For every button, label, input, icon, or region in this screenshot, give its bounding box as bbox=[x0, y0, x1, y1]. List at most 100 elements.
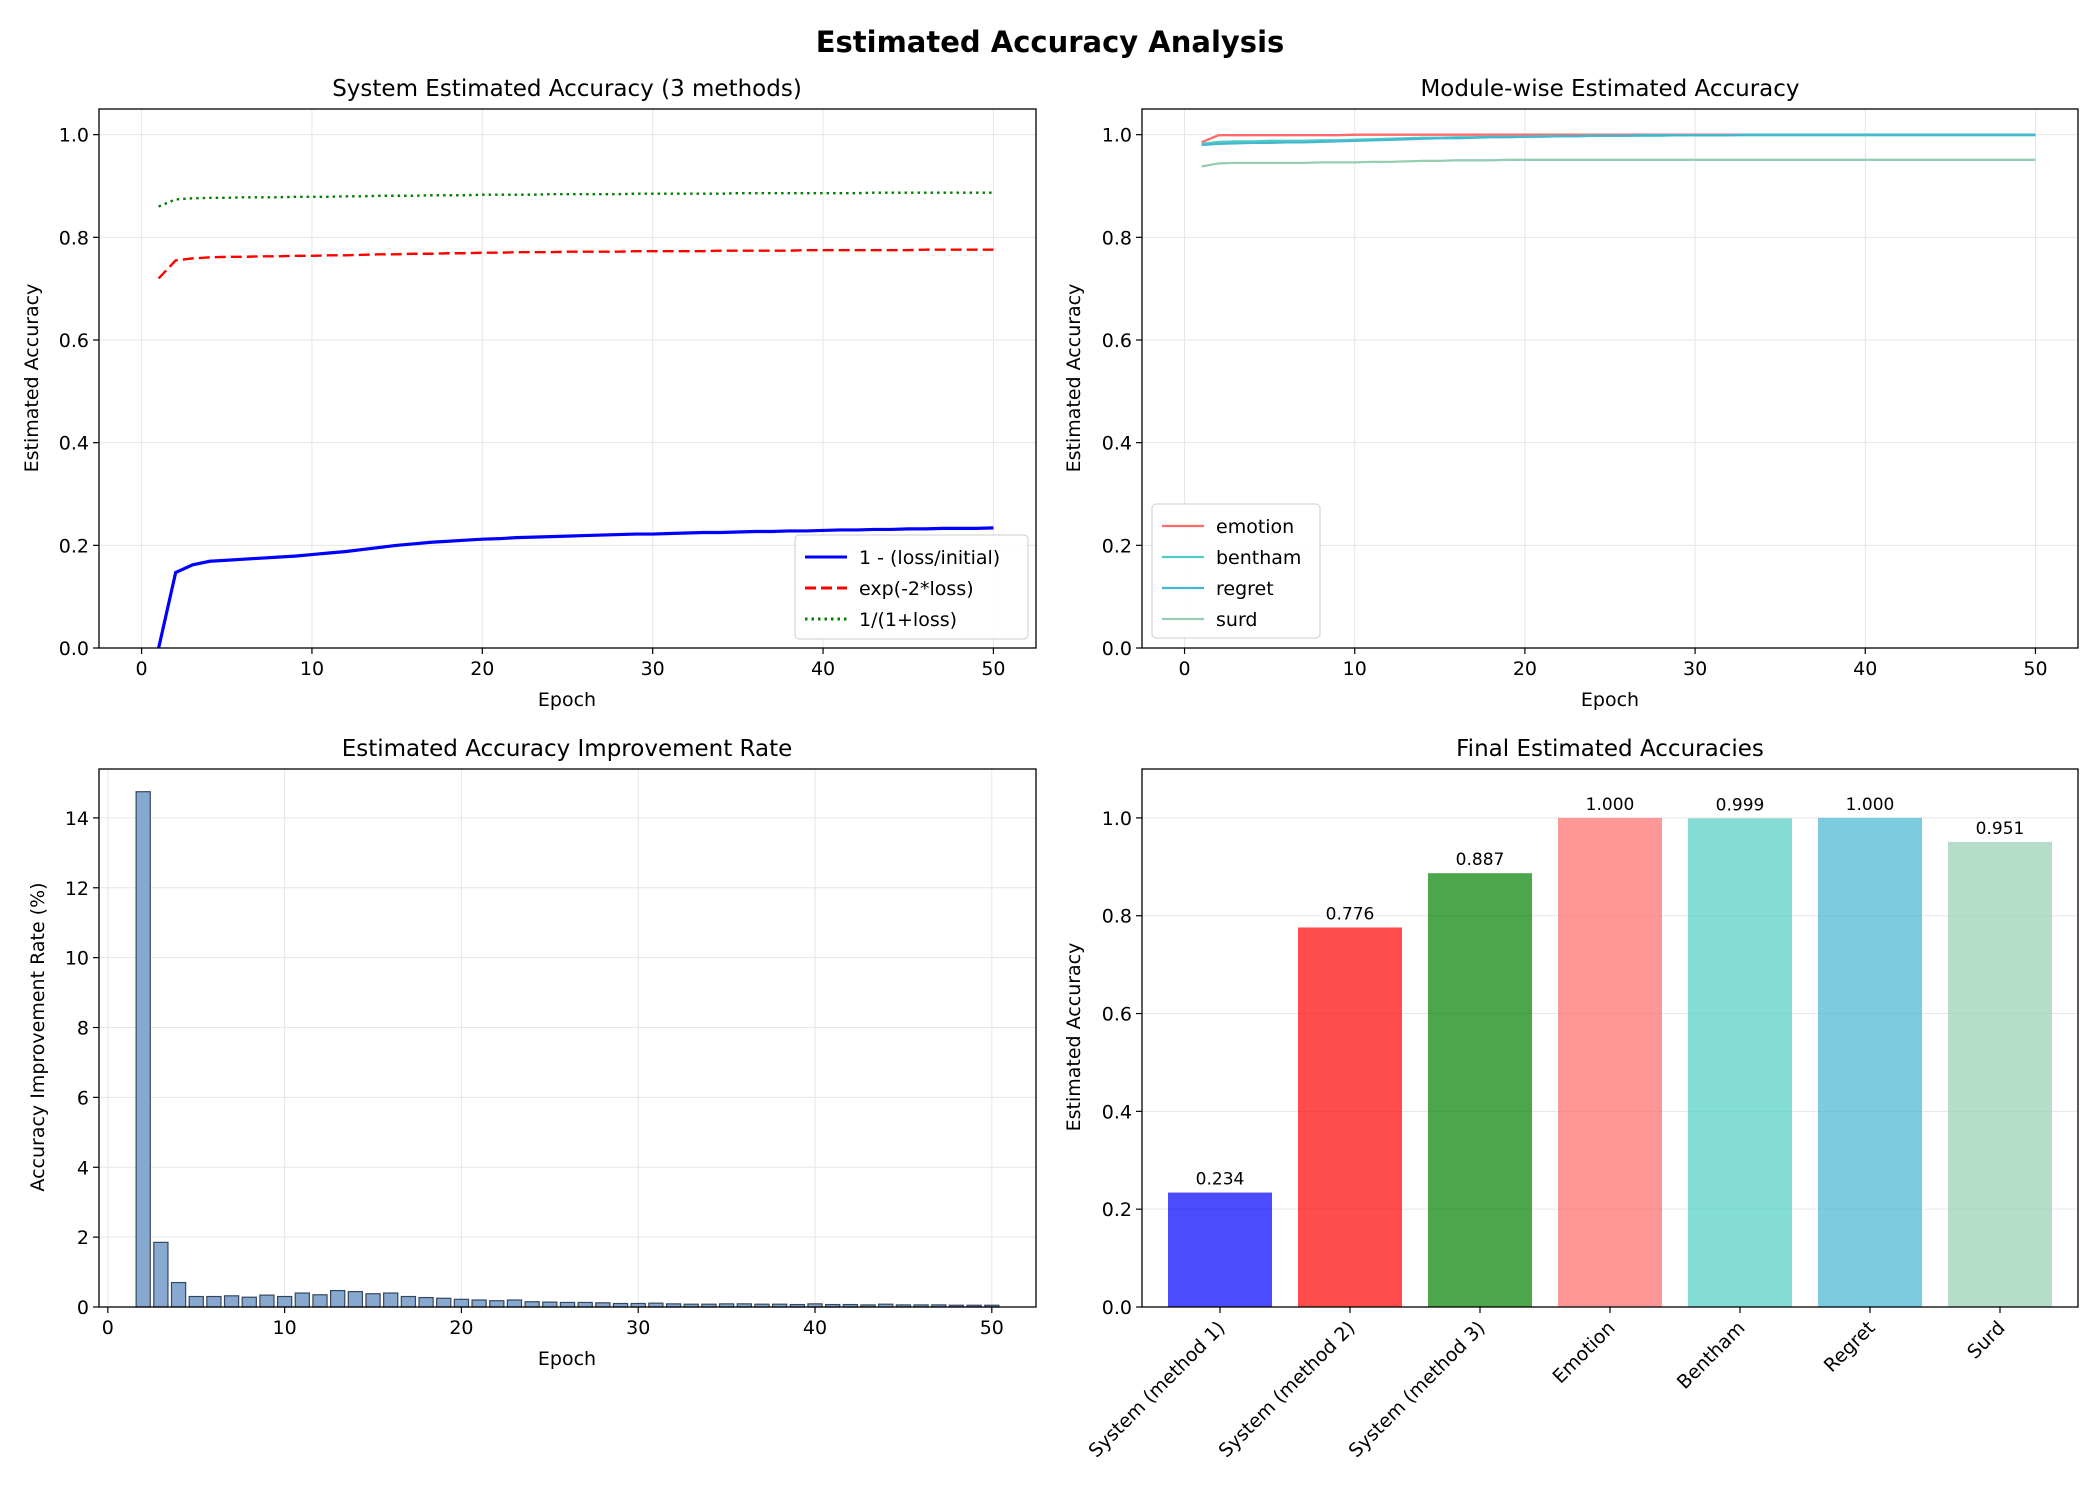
y-axis-label: Estimated Accuracy bbox=[1063, 284, 1085, 473]
bar bbox=[206, 1295, 222, 1308]
y-tick-label: 0.2 bbox=[1102, 535, 1132, 557]
y-tick-label: 6 bbox=[77, 1087, 89, 1109]
bar bbox=[188, 1295, 204, 1308]
data-label: 0.776 bbox=[1326, 904, 1375, 924]
x-tick-label: 50 bbox=[980, 1317, 1004, 1339]
y-tick-label: 1.0 bbox=[1102, 125, 1132, 147]
x-tick-label: 40 bbox=[1853, 658, 1877, 680]
x-tick-label: 0 bbox=[1178, 658, 1190, 680]
y-tick-label: 0.0 bbox=[1102, 638, 1132, 660]
panel-module-accuracy: Module-wise Estimated Accuracy Epoch Est… bbox=[1063, 76, 2079, 711]
x-tick-label: 30 bbox=[626, 1317, 650, 1339]
x-tick-label: 10 bbox=[273, 1317, 297, 1339]
bar bbox=[436, 1297, 452, 1308]
x-tick-label: 30 bbox=[1683, 658, 1707, 680]
series-line-surd bbox=[1201, 158, 2036, 168]
bar bbox=[170, 1281, 187, 1308]
figure-title: Estimated Accuracy Analysis bbox=[816, 25, 1285, 59]
x-axis-label: Epoch bbox=[1581, 689, 1639, 711]
bar bbox=[559, 1301, 576, 1308]
data-label: 1.000 bbox=[1586, 795, 1635, 815]
x-tick-label: 0 bbox=[102, 1317, 114, 1339]
panel-title: System Estimated Accuracy (3 methods) bbox=[332, 76, 802, 102]
bar bbox=[276, 1295, 293, 1308]
y-axis-label: Estimated Accuracy bbox=[21, 284, 43, 473]
x-tick-label: 40 bbox=[811, 658, 835, 680]
bar bbox=[489, 1300, 505, 1308]
bar-system-method-3- bbox=[1428, 873, 1532, 1307]
x-axis-label: Epoch bbox=[538, 689, 596, 711]
bar bbox=[453, 1298, 470, 1308]
y-tick-label: 0.6 bbox=[1102, 1004, 1132, 1026]
bar bbox=[383, 1292, 399, 1308]
series-line-regret bbox=[1201, 133, 2036, 147]
bar bbox=[365, 1293, 381, 1308]
bar bbox=[294, 1292, 310, 1308]
y-tick-label: 0.6 bbox=[59, 330, 89, 352]
x-tick-label: 40 bbox=[803, 1317, 827, 1339]
bar bbox=[135, 791, 151, 1308]
plot-area: 0 10 20 30 40 50 0.0 0.2 0.4 0.6 0.8 1.0 emotion bent… bbox=[1102, 108, 2079, 680]
data-label: 0.951 bbox=[1976, 819, 2025, 839]
x-tick-label: 10 bbox=[1343, 658, 1367, 680]
plot-area: 0 10 20 30 40 50 0.0 0.2 0.4 0.6 0.8 1.0 1 - (loss/i… bbox=[59, 108, 1037, 680]
bar bbox=[506, 1299, 523, 1308]
bar bbox=[542, 1301, 558, 1308]
y-tick-label: 12 bbox=[65, 878, 89, 900]
y-tick-label: 0.8 bbox=[59, 227, 89, 249]
legend-box bbox=[794, 534, 1029, 640]
legend-label: exp(-2*loss) bbox=[859, 578, 974, 600]
y-tick-label: 2 bbox=[77, 1227, 89, 1249]
bar-bentham bbox=[1688, 818, 1792, 1307]
axes-frame bbox=[98, 768, 1037, 1308]
y-tick-label: 0.4 bbox=[59, 433, 89, 455]
x-tick-label: 0 bbox=[136, 658, 148, 680]
legend-label: 1 - (loss/initial) bbox=[859, 547, 1000, 569]
bar-system-method-1- bbox=[1168, 1192, 1272, 1307]
bar bbox=[400, 1295, 417, 1308]
panel-title: Module-wise Estimated Accuracy bbox=[1420, 76, 1799, 102]
y-tick-label: 4 bbox=[77, 1157, 89, 1179]
legend-label: 1/(1+loss) bbox=[859, 609, 957, 631]
bar bbox=[223, 1295, 240, 1308]
y-tick-label: 0.2 bbox=[59, 535, 89, 557]
y-tick-label: 0.0 bbox=[59, 638, 89, 660]
y-tick-label: 0.0 bbox=[1102, 1297, 1132, 1319]
legend-label: regret bbox=[1216, 578, 1274, 600]
bar bbox=[524, 1301, 540, 1308]
axes-frame bbox=[98, 108, 1037, 649]
y-tick-label: 14 bbox=[65, 808, 89, 830]
data-label: 0.887 bbox=[1456, 850, 1505, 870]
bar-surd bbox=[1948, 841, 2052, 1307]
bar-regret bbox=[1818, 817, 1922, 1307]
x-axis-label: Epoch bbox=[538, 1348, 596, 1370]
data-label: 0.234 bbox=[1196, 1170, 1245, 1190]
x-tick-label: 30 bbox=[641, 658, 665, 680]
bar bbox=[312, 1294, 328, 1308]
data-label: 0.999 bbox=[1716, 795, 1765, 815]
y-axis-label: Accuracy Improvement Rate (%) bbox=[27, 882, 49, 1191]
y-tick-label: 10 bbox=[65, 948, 89, 970]
y-tick-label: 0.6 bbox=[1102, 330, 1132, 352]
x-tick-label: 10 bbox=[300, 658, 324, 680]
series-line-exp-2-loss- bbox=[157, 248, 994, 280]
plot-area: 0 10 20 30 40 50 0 2 4 6 8 10 12 14 bbox=[65, 768, 1037, 1339]
panel-system-accuracy: System Estimated Accuracy (3 methods) Ep… bbox=[21, 76, 1037, 711]
x-tick-label: 20 bbox=[470, 658, 494, 680]
y-tick-label: 1.0 bbox=[1102, 808, 1132, 830]
bar bbox=[471, 1299, 487, 1308]
series-line-1-1-loss- bbox=[158, 191, 994, 208]
y-tick-label: 0.2 bbox=[1102, 1199, 1132, 1221]
data-label: 1.000 bbox=[1846, 795, 1895, 815]
y-tick-label: 8 bbox=[77, 1018, 89, 1040]
bar bbox=[329, 1289, 346, 1308]
bar bbox=[259, 1294, 275, 1308]
y-tick-label: 0.8 bbox=[1102, 906, 1132, 928]
x-tick-label: 20 bbox=[1513, 658, 1537, 680]
x-tick-label: 50 bbox=[2023, 658, 2047, 680]
legend-label: emotion bbox=[1216, 516, 1294, 538]
bar-system-method-2- bbox=[1298, 927, 1402, 1307]
legend-box bbox=[1151, 503, 1321, 639]
bar bbox=[153, 1241, 169, 1308]
bar-emotion bbox=[1558, 817, 1662, 1307]
